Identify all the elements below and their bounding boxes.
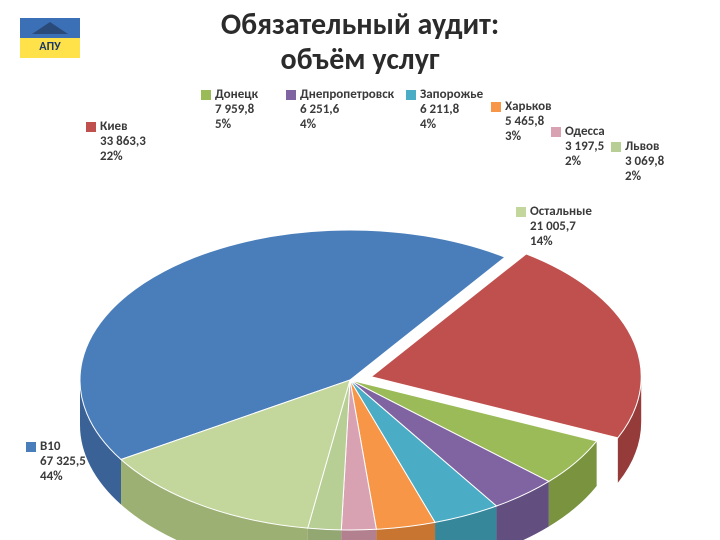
label-7: Львов3 069,82% — [625, 140, 664, 185]
label-text-5: Харьков5 465,83% — [505, 100, 552, 145]
label-8: Остальные21 005,714% — [530, 205, 592, 250]
title-l1: Обязательный аудит: — [221, 6, 499, 43]
swatch-7 — [611, 142, 621, 152]
page-title: Обязательный аудит: объём услуг — [0, 8, 720, 77]
pie-chart: В1067 325,544% Киев33 863,322% Донецк7 959… — [0, 80, 720, 540]
swatch-2 — [201, 90, 211, 100]
label-text-6: Одесса3 197,52% — [565, 125, 605, 170]
label-1: Киев33 863,322% — [100, 120, 146, 165]
label-5: Харьков5 465,83% — [505, 100, 552, 145]
label-6: Одесса3 197,52% — [565, 125, 605, 170]
label-text-1: Киев33 863,322% — [100, 120, 146, 165]
label-0: В1067 325,544% — [40, 440, 86, 485]
label-text-0: В1067 325,544% — [40, 440, 86, 485]
swatch-8 — [516, 207, 526, 217]
swatch-3 — [286, 90, 296, 100]
label-text-8: Остальные21 005,714% — [530, 205, 592, 250]
swatch-5 — [491, 102, 501, 112]
swatch-1 — [86, 122, 96, 132]
label-3: Днепропетровск6 251,64% — [300, 88, 394, 133]
swatch-6 — [551, 127, 561, 137]
swatch-4 — [406, 90, 416, 100]
label-text-7: Львов3 069,82% — [625, 140, 664, 185]
swatch-0 — [26, 442, 36, 452]
pie-side-6 — [341, 529, 376, 540]
title-l2: объём услуг — [280, 41, 439, 78]
label-text-2: Донецк7 959,85% — [215, 88, 258, 133]
label-text-3: Днепропетровск6 251,64% — [300, 88, 394, 133]
label-2: Донецк7 959,85% — [215, 88, 258, 133]
label-4: Запорожье6 211,84% — [420, 88, 483, 133]
label-text-4: Запорожье6 211,84% — [420, 88, 483, 133]
